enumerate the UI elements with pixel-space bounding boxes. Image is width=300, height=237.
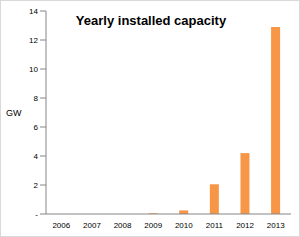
svg-text:6: 6 xyxy=(34,123,39,132)
svg-text:GW: GW xyxy=(8,108,22,118)
svg-text:2010: 2010 xyxy=(175,221,193,230)
svg-text:2012: 2012 xyxy=(236,221,254,230)
svg-text:2006: 2006 xyxy=(52,221,70,230)
svg-text:2008: 2008 xyxy=(114,221,132,230)
svg-text:2011: 2011 xyxy=(206,221,224,230)
svg-text:2009: 2009 xyxy=(144,221,162,230)
svg-text:2013: 2013 xyxy=(267,221,285,230)
svg-text:-: - xyxy=(35,210,38,219)
svg-text:2: 2 xyxy=(34,181,39,190)
svg-text:2007: 2007 xyxy=(83,221,101,230)
svg-text:10: 10 xyxy=(29,65,38,74)
svg-text:14: 14 xyxy=(29,7,38,16)
html-text:Yearly installed capacity: Yearly installed capacity xyxy=(75,13,227,28)
svg-text:12: 12 xyxy=(29,36,38,45)
svg-text:8: 8 xyxy=(34,94,39,103)
svg-text:4: 4 xyxy=(34,152,39,161)
